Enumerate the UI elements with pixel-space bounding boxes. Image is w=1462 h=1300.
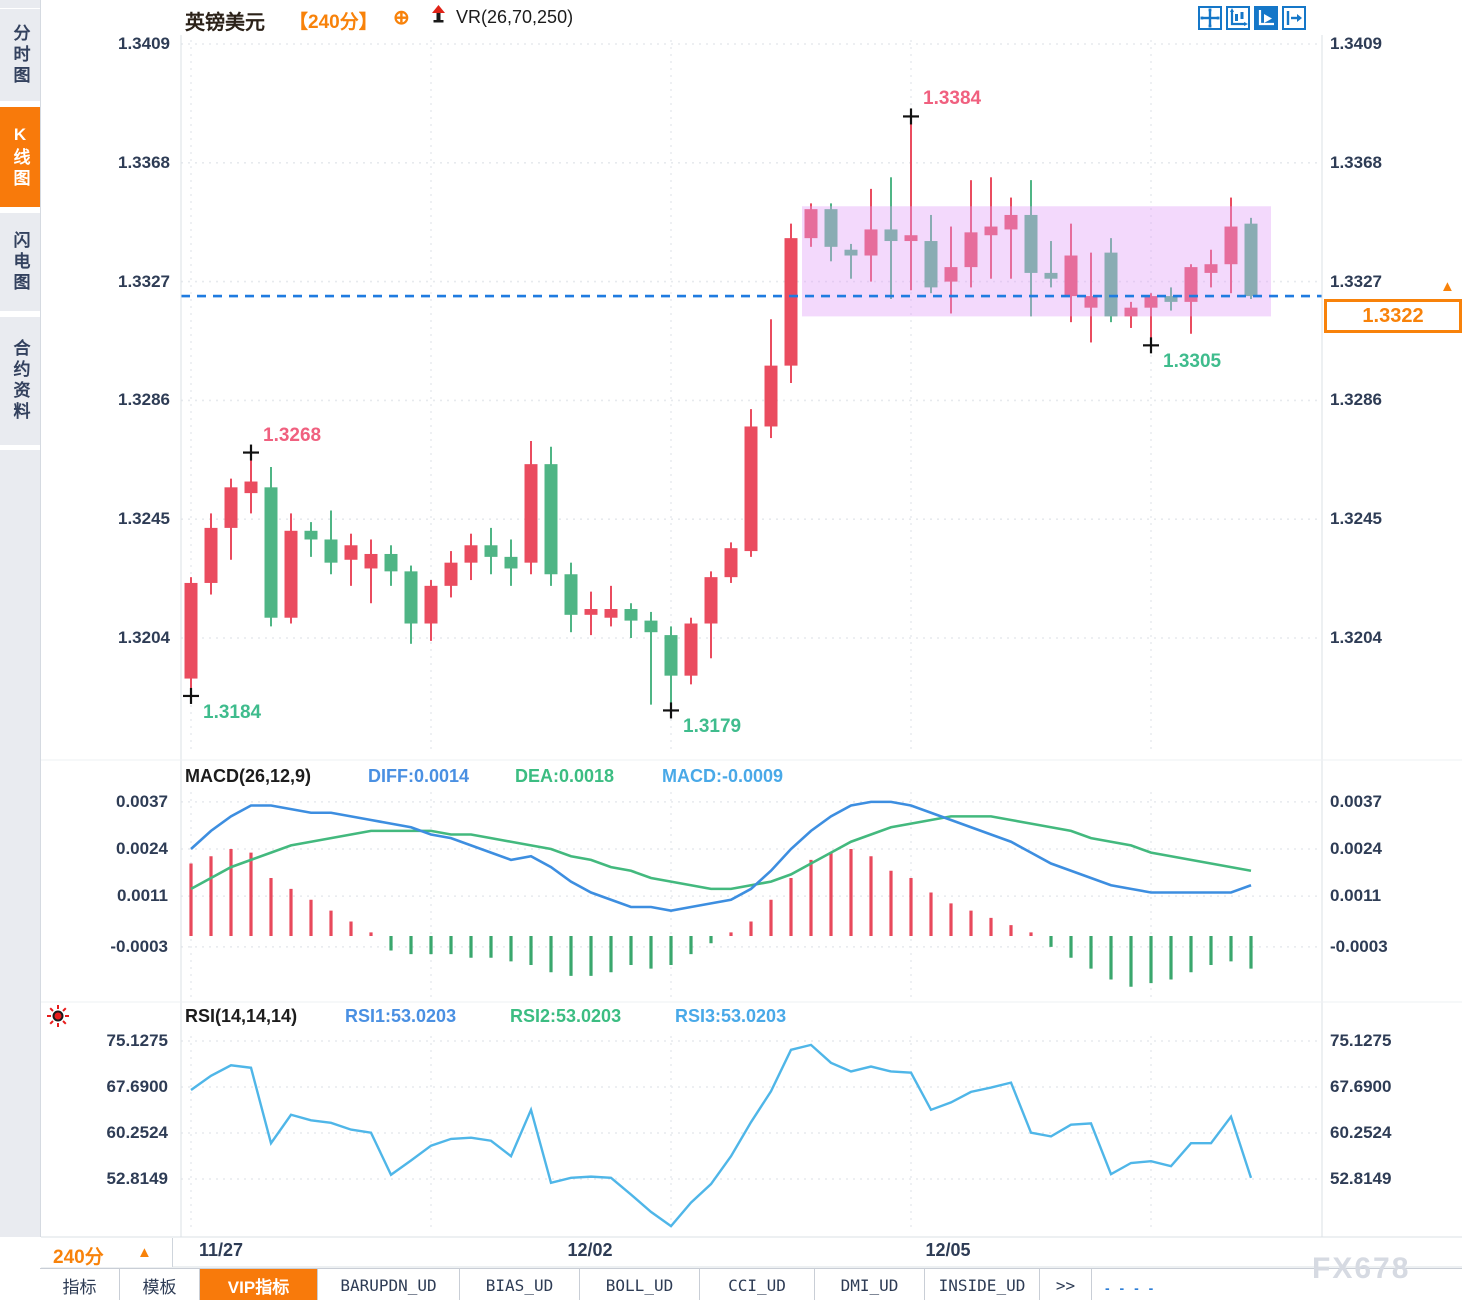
macd-tick-label: -0.0003 (1330, 936, 1388, 956)
bottom-tab-8[interactable]: DMI_UD (815, 1269, 925, 1300)
date-axis-label: 12/05 (925, 1240, 971, 1260)
extreme-price-label: 1.3384 (923, 88, 982, 110)
macd-series (189, 849, 1253, 987)
sidebar-tab-2[interactable]: K线图 (0, 106, 40, 212)
price-tick-label: 1.3286 (1330, 390, 1382, 410)
extreme-price-label: 1.3305 (1163, 351, 1222, 373)
fx678-watermark: FX678 (1312, 1252, 1411, 1285)
add-indicator-icon[interactable]: ⊕ (393, 7, 410, 29)
up-arrow-icon (431, 4, 446, 31)
macd-tick-label: 0.0024 (1330, 839, 1382, 858)
rsi-line (190, 1043, 1253, 1228)
price-tick-label: 1.3204 (118, 627, 170, 647)
macd-macd-value: MACD:-0.0009 (662, 766, 784, 786)
price-tick-label: 1.3245 (118, 509, 170, 529)
period-tag[interactable]: 【240分】 (289, 12, 378, 33)
bottom-tab-2[interactable]: 模板 (120, 1269, 200, 1300)
macd-tick-label: 0.0037 (1330, 791, 1382, 811)
price-tick-label: 1.3368 (118, 152, 170, 172)
macd-tick-label: 0.0024 (116, 839, 168, 858)
price-tick-label: 1.3327 (118, 271, 170, 291)
price-tick-label: 1.3409 (118, 34, 170, 53)
indicator-tab-bar: 指标 模板 VIP指标 BARUPDN_UD BIAS_UD BOLL_UD CCI_UD D… (40, 1268, 1462, 1300)
left-sidebar: 分时图 K线图 闪电图 合约资料 (0, 0, 41, 1237)
candlestick-series (184, 116, 1258, 711)
divider (172, 1238, 173, 1267)
rsi-tick-label: 60.2524 (1330, 1123, 1392, 1142)
price-tick-label: 1.3245 (1330, 509, 1382, 529)
rsi-tick-label: 67.6900 (106, 1077, 168, 1096)
date-axis-label: 11/27 (198, 1240, 244, 1260)
axis-play-icon (1258, 10, 1274, 26)
period-up-triangle-icon: ▲ (137, 1244, 152, 1261)
rsi-tick-label: 75.1275 (106, 1031, 168, 1050)
rsi-tick-label: 75.1275 (1330, 1031, 1392, 1050)
bottom-tab-9[interactable]: INSIDE_UD (925, 1269, 1040, 1300)
pan-crosshair-button[interactable] (1198, 6, 1222, 30)
period-selector-label: 240分 (53, 1247, 104, 1268)
price-tick-label: 1.3327 (1330, 271, 1382, 291)
pan-crosshair-icon (1200, 8, 1220, 28)
macd-diff-line (190, 800, 1252, 912)
pane-exit-icon (1286, 11, 1302, 25)
extreme-price-label: 1.3184 (203, 701, 262, 723)
macd-tick-label: 0.0011 (116, 886, 168, 906)
rsi-tick-label: 52.8149 (1330, 1169, 1392, 1188)
rsi-tick-label: 67.6900 (1330, 1077, 1392, 1096)
bottom-tab-7[interactable]: CCI_UD (700, 1269, 815, 1300)
sidebar-tab-3[interactable]: 闪电图 (0, 212, 40, 316)
rsi-tick-label: 52.8149 (106, 1169, 168, 1188)
rsi-title: RSI(14,14,14) (185, 1006, 298, 1026)
price-tick-label: 1.3204 (1330, 627, 1382, 647)
current-price-badge: 1.3322 (1324, 299, 1462, 333)
macd-tick-label: 0.0037 (116, 791, 168, 811)
rsi3-value: RSI3:53.0203 (675, 1006, 787, 1026)
macd-tick-label: 0.0011 (1330, 886, 1382, 906)
axis-play-button[interactable] (1254, 6, 1278, 30)
rsi1-value: RSI1:53.0203 (345, 1006, 457, 1026)
bottom-tab-5[interactable]: BIAS_UD (460, 1269, 580, 1300)
date-axis-label: 12/02 (567, 1240, 613, 1260)
sidebar-tab-1[interactable]: 分时图 (0, 8, 40, 106)
extreme-price-label: 1.3268 (263, 424, 322, 446)
price-tick-label: 1.3409 (1330, 34, 1382, 53)
macd-dea-line (190, 815, 1252, 891)
extreme-price-label: 1.3179 (683, 716, 742, 738)
rsi2-value: RSI2:53.0203 (510, 1006, 622, 1026)
bottom-tab-6[interactable]: BOLL_UD (580, 1269, 700, 1300)
macd-diff-value: DIFF:0.0014 (368, 766, 470, 786)
price-up-arrow-icon: ▲ (1440, 278, 1455, 295)
more-indicator-dashes: - - - - (1105, 1280, 1157, 1296)
bottom-tab-1[interactable]: 指标 (40, 1269, 120, 1300)
symbol-title: 英镑美元 (185, 12, 265, 34)
sidebar-tab-4[interactable]: 合约资料 (0, 316, 40, 450)
price-tick-label: 1.3286 (118, 390, 170, 410)
bottom-tab-3[interactable]: VIP指标 (200, 1269, 318, 1300)
axis-scale-button[interactable] (1226, 6, 1250, 30)
sun-marker-icon[interactable] (46, 1004, 70, 1033)
pane-exit-button[interactable] (1282, 6, 1306, 30)
bottom-tab-4[interactable]: BARUPDN_UD (318, 1269, 460, 1300)
price-tick-label: 1.3368 (1330, 152, 1382, 172)
macd-dea-value: DEA:0.0018 (515, 766, 615, 786)
highlight-zone (802, 206, 1271, 317)
rsi-tick-label: 60.2524 (106, 1123, 168, 1142)
bottom-tab-10[interactable]: >> (1040, 1269, 1092, 1300)
chart-header: 英镑美元 【240分】 ⊕ VR(26,70,250) (41, 0, 1462, 34)
macd-tick-label: -0.0003 (110, 936, 168, 956)
macd-title: MACD(26,12,9) (185, 766, 312, 786)
vr-indicator-label[interactable]: VR(26,70,250) (456, 7, 574, 27)
axis-scale-icon (1230, 8, 1248, 26)
period-selector[interactable]: 240分 ▲ (41, 1238, 172, 1268)
